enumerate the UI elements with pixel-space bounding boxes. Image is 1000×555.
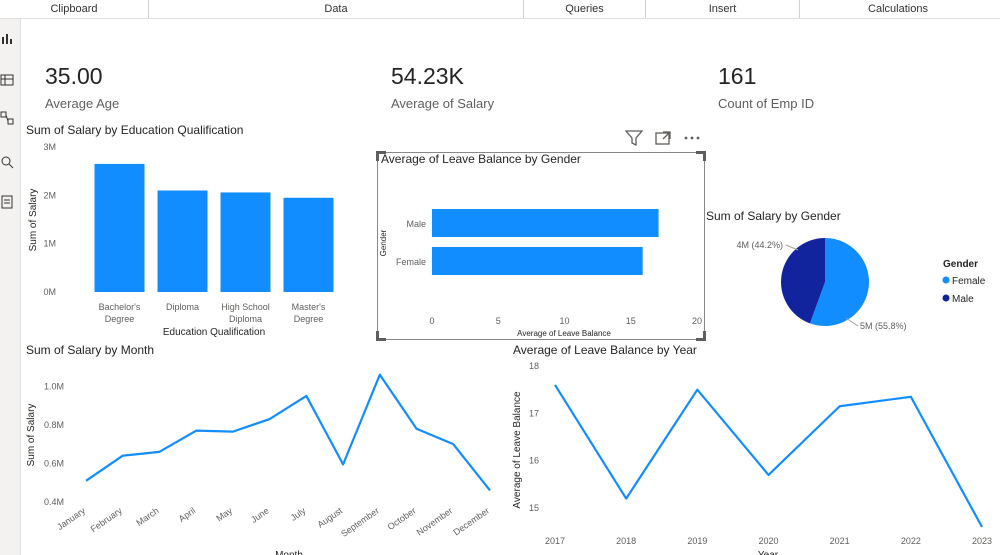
legend-marker: [942, 294, 950, 302]
y-tick-label: 1M: [43, 239, 56, 249]
y-tick-label: 3M: [43, 142, 56, 152]
legend-label: Female: [952, 276, 986, 287]
kpi-label: Count of Emp ID: [718, 96, 815, 111]
x-axis-title: Month: [275, 550, 303, 555]
y-tick-label: 18: [529, 361, 539, 371]
bar: [94, 163, 145, 292]
series-line: [554, 384, 983, 528]
legend-title: Gender: [943, 259, 978, 270]
y-axis-title: Gender: [379, 229, 388, 256]
kpi-label: Average of Salary: [391, 96, 495, 111]
ribbon-group-calculations[interactable]: Calculations: [868, 3, 928, 15]
filter-icon[interactable]: [625, 130, 643, 146]
x-tick-label: 2023: [972, 536, 992, 546]
chart-title-leave-by-gender: Average of Leave Balance by Gender: [381, 152, 581, 166]
y-axis-title: Average of Leave Balance: [512, 391, 523, 509]
y-tick-label: 0.4M: [44, 497, 64, 507]
kpi-card-average-age[interactable]: 35.00 Average Age: [45, 63, 119, 111]
kpi-value: 54.23K: [391, 63, 464, 89]
y-tick-label: 15: [529, 503, 539, 513]
x-axis-title: Year: [758, 550, 779, 555]
series-line: [85, 373, 491, 492]
x-tick-label: Degree: [105, 314, 135, 324]
y-tick-label: 2M: [43, 190, 56, 200]
x-axis-title: Education Qualification: [163, 327, 265, 338]
x-tick-label: 15: [626, 316, 636, 326]
kpi-value: 35.00: [45, 63, 103, 89]
pie-slice: [809, 237, 870, 327]
x-tick-label: 2018: [616, 536, 636, 546]
kpi-card-average-salary[interactable]: 54.23K Average of Salary: [391, 63, 494, 111]
x-tick-label: High School: [221, 302, 270, 312]
more-options-icon[interactable]: [683, 130, 701, 146]
kpi-value: 161: [718, 63, 757, 89]
y-tick-label: 0.6M: [44, 458, 64, 468]
focus-mode-icon[interactable]: [654, 130, 672, 146]
model-view-icon[interactable]: [0, 111, 14, 125]
ribbon-group-queries[interactable]: Queries: [524, 0, 646, 18]
table-view-icon[interactable]: [0, 73, 14, 87]
y-tick-label: 1.0M: [44, 381, 64, 391]
x-tick-label: Diploma: [166, 302, 199, 312]
chart-title-salary-by-education: Sum of Salary by Education Qualification: [26, 123, 244, 137]
ribbon-group-clipboard[interactable]: Clipboard: [0, 0, 149, 18]
x-tick-label: 10: [559, 316, 569, 326]
x-tick-label: 20: [692, 316, 702, 326]
bar: [220, 192, 271, 292]
y-tick-label: 17: [529, 408, 539, 418]
leader-line: [785, 244, 799, 251]
x-tick-label: 2017: [545, 536, 565, 546]
ribbon-group-data[interactable]: Data: [149, 0, 524, 18]
x-tick-label: 2019: [687, 536, 707, 546]
pie-slice: [781, 238, 825, 324]
x-tick-label: Degree: [294, 314, 324, 324]
chart-title-salary-by-month: Sum of Salary by Month: [26, 343, 155, 357]
x-tick-label: 2022: [901, 536, 921, 546]
x-tick-label: Master's: [292, 302, 326, 312]
tmdl-view-icon[interactable]: [0, 195, 14, 209]
x-tick-label: 5: [496, 316, 501, 326]
selected-visual-frame[interactable]: [376, 151, 706, 341]
chart-title-salary-by-gender: Sum of Salary by Gender: [706, 209, 841, 223]
legend-label: Male: [952, 294, 974, 305]
chart-title-leave-by-year: Average of Leave Balance by Year: [513, 343, 697, 357]
y-axis-title: Sum of Salary: [26, 404, 37, 467]
x-axis-title: Average of Leave Balance: [517, 329, 611, 338]
ribbon-bar: Clipboard Data Queries Insert Calculatio…: [0, 0, 1000, 19]
report-view-icon[interactable]: [0, 31, 14, 45]
y-tick-label: Female: [396, 257, 426, 267]
y-tick-label: 0.8M: [44, 420, 64, 430]
x-tick-label: Diploma: [229, 314, 262, 324]
x-tick-label: Bachelor's: [99, 302, 141, 312]
ribbon-group-insert[interactable]: Insert: [646, 0, 800, 18]
x-tick-label: 2021: [830, 536, 850, 546]
legend-marker: [942, 276, 950, 284]
bar: [157, 190, 208, 292]
kpi-label: Average Age: [45, 96, 120, 111]
bar: [432, 247, 643, 275]
y-tick-label: Male: [406, 219, 426, 229]
data-label: 5M (55.8%): [860, 321, 907, 331]
y-tick-label: 0M: [43, 287, 56, 297]
leader-line: [845, 317, 859, 327]
x-tick-label: 2020: [758, 536, 778, 546]
bar: [283, 197, 334, 292]
y-tick-label: 16: [529, 456, 539, 466]
view-sidebar: [0, 19, 21, 555]
x-tick-label: 0: [429, 316, 434, 326]
data-label: 4M (44.2%): [736, 240, 783, 250]
kpi-card-count-emp[interactable]: 161 Count of Emp ID: [718, 63, 814, 111]
y-axis-title: Sum of Salary: [28, 189, 39, 252]
dax-query-icon[interactable]: [0, 155, 14, 169]
bar: [432, 209, 659, 237]
